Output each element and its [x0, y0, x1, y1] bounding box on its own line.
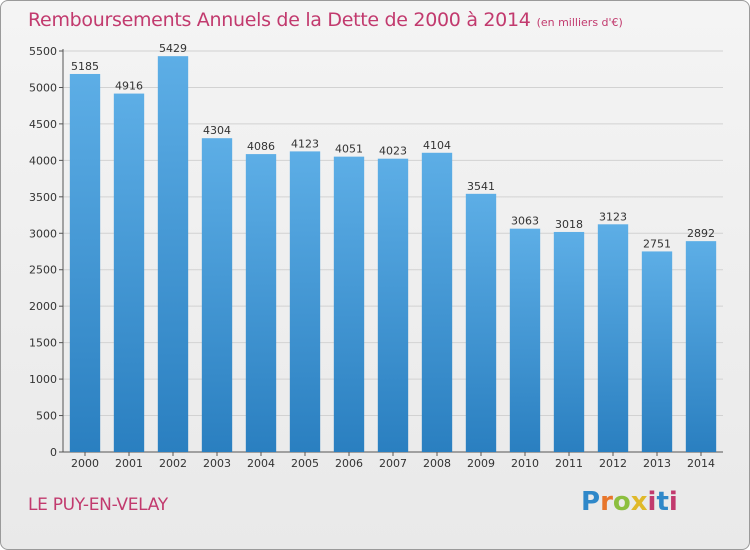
y-tick-label: 1000 — [29, 373, 57, 386]
x-tick-label: 2011 — [555, 457, 583, 470]
y-tick-label: 500 — [36, 410, 57, 423]
x-tick-label: 2000 — [71, 457, 99, 470]
y-tick-label: 5000 — [29, 81, 57, 94]
bar-value-label: 4104 — [423, 139, 451, 152]
x-tick-label: 2009 — [467, 457, 495, 470]
bar-2013 — [641, 251, 673, 452]
y-tick-label: 2000 — [29, 300, 57, 313]
bar-2009 — [465, 193, 497, 452]
x-tick-label: 2006 — [335, 457, 363, 470]
y-tick-label: 4500 — [29, 118, 57, 131]
bar-2010 — [509, 228, 541, 452]
bar-chart: 0 500 1000 1500 2000 2500 3000 3500 4000 4500 5000… — [29, 42, 723, 470]
bar-value-label: 3123 — [599, 210, 627, 223]
y-tick-label: 4000 — [29, 154, 57, 167]
bar-value-label: 4086 — [247, 140, 275, 153]
x-tick-label: 2002 — [159, 457, 187, 470]
bar-2004 — [245, 154, 277, 453]
bar-2014 — [685, 241, 717, 452]
x-axis: 2000 2001 2002 2003 2004 2005 2006 2007 2008 2009… — [71, 452, 715, 470]
chart-unit: (en milliers d'€) — [536, 16, 623, 29]
bar-2012 — [597, 224, 629, 452]
bar-value-label: 4304 — [203, 124, 231, 137]
bar-value-label: 3063 — [511, 215, 539, 228]
x-tick-label: 2012 — [599, 457, 627, 470]
bar-2000 — [69, 73, 101, 452]
chart-title-text: Remboursements Annuels de la Dette de 20… — [28, 9, 531, 31]
bar-value-label: 5429 — [159, 42, 187, 55]
bar-2011 — [553, 231, 585, 452]
bar-value-label: 3018 — [555, 218, 583, 231]
y-tick-label: 3500 — [29, 191, 57, 204]
y-tick-label: 3000 — [29, 227, 57, 240]
x-tick-label: 2008 — [423, 457, 451, 470]
bar-2007 — [377, 158, 409, 453]
proxiti-logo: Proxiti — [581, 487, 678, 517]
x-tick-label: 2004 — [247, 457, 275, 470]
x-tick-label: 2013 — [643, 457, 671, 470]
x-tick-label: 2003 — [203, 457, 231, 470]
bar-2002 — [157, 56, 189, 452]
y-tick-label: 5500 — [29, 45, 57, 58]
bar-value-label: 2892 — [687, 227, 715, 240]
bars: 5185 4916 5429 4304 4086 4123 4051 4023 4104 3541… — [69, 42, 717, 453]
bar-2008 — [421, 152, 453, 452]
bar-value-label: 5185 — [71, 60, 99, 73]
bar-2005 — [289, 151, 321, 452]
x-tick-label: 2014 — [687, 457, 715, 470]
bar-value-label: 4051 — [335, 143, 363, 156]
x-tick-label: 2001 — [115, 457, 143, 470]
x-tick-label: 2010 — [511, 457, 539, 470]
y-tick-label: 2500 — [29, 264, 57, 277]
bar-2003 — [201, 138, 233, 452]
chart-title: Remboursements Annuels de la Dette de 20… — [28, 9, 623, 31]
x-tick-label: 2005 — [291, 457, 319, 470]
bar-value-label: 4916 — [115, 80, 143, 93]
bar-2001 — [113, 93, 145, 452]
bar-value-label: 3541 — [467, 180, 495, 193]
y-tick-label: 0 — [50, 446, 57, 459]
bar-value-label: 2751 — [643, 237, 671, 250]
bar-2006 — [333, 156, 365, 453]
x-tick-label: 2007 — [379, 457, 407, 470]
commune-name: LE PUY-EN-VELAY — [28, 495, 168, 515]
bar-value-label: 4023 — [379, 145, 407, 158]
bar-value-label: 4123 — [291, 137, 319, 150]
y-tick-label: 1500 — [29, 337, 57, 350]
